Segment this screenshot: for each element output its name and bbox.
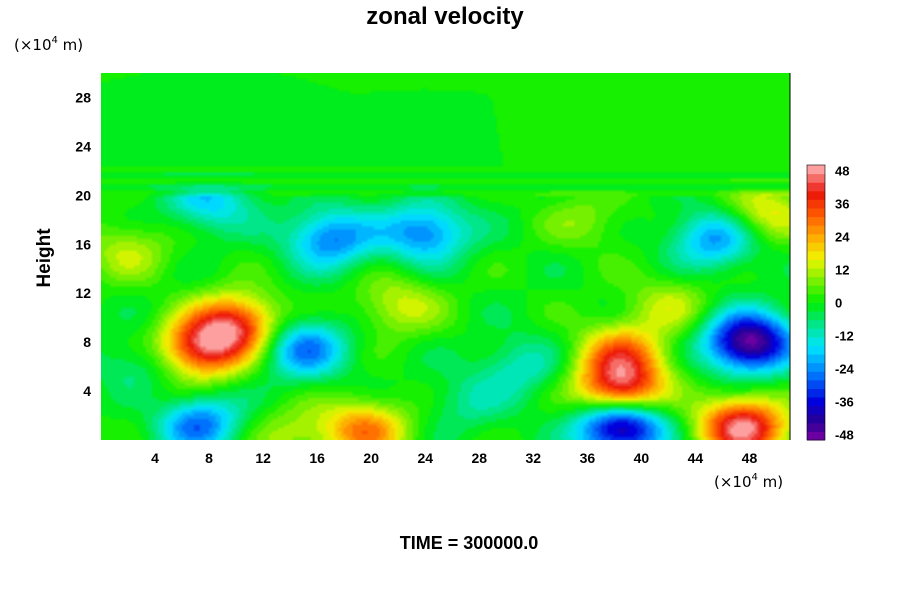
colorbar-border xyxy=(806,164,826,441)
colorbar-level xyxy=(807,328,825,338)
chart-title: zonal velocity xyxy=(366,3,524,30)
colorbar-level xyxy=(807,207,825,218)
x-axis-unit-exponent: 4 xyxy=(752,472,758,483)
y-axis-label: Height xyxy=(34,228,55,288)
x-tick-label: 36 xyxy=(580,450,596,466)
colorbar-level xyxy=(807,242,825,252)
colorbar-level xyxy=(807,379,825,389)
colorbar-level xyxy=(807,165,825,175)
colorbar-level xyxy=(807,199,825,209)
colorbar-level xyxy=(807,371,825,381)
x-axis-unit-suffix: m) xyxy=(758,473,783,491)
colorbar-level xyxy=(807,422,825,432)
x-tick-label: 28 xyxy=(471,450,487,466)
y-tick-label: 28 xyxy=(75,89,91,105)
colorbar-level xyxy=(807,250,825,261)
colorbar-tick-label: 24 xyxy=(835,230,850,245)
colorbar-level xyxy=(807,259,825,269)
colorbar-tick-label: -36 xyxy=(835,395,854,410)
colorbar-tick-label: 36 xyxy=(835,197,849,212)
colorbar-level xyxy=(807,216,825,226)
x-axis-unit: (×104 m) xyxy=(714,472,783,491)
colorbar-level xyxy=(807,431,825,441)
x-tick-label: 4 xyxy=(151,450,159,466)
x-tick-label: 40 xyxy=(634,450,650,466)
x-tick-label: 16 xyxy=(309,450,325,466)
y-tick-label: 4 xyxy=(83,383,91,399)
colorbar-level xyxy=(807,276,825,286)
colorbar-level xyxy=(807,285,825,295)
y-tick-labels: 4 8 12 16 20 24 28 xyxy=(75,89,91,399)
colorbar-level xyxy=(807,405,825,415)
colorbar-level xyxy=(807,311,825,321)
colorbar-level xyxy=(807,388,825,398)
y-axis-unit-suffix: m) xyxy=(58,36,83,54)
plot-area xyxy=(101,73,791,440)
colorbar-level xyxy=(807,302,825,312)
colorbar-level xyxy=(807,414,825,424)
x-tick-label: 20 xyxy=(363,450,379,466)
colorbar-tick-label: 12 xyxy=(835,263,849,278)
y-tick-label: 20 xyxy=(75,187,91,203)
x-tick-label: 12 xyxy=(255,450,271,466)
colorbar-tick-label: -48 xyxy=(835,428,854,443)
colorbar-level xyxy=(807,190,825,200)
colorbar-tick-labels: 48 36 24 12 0 -12 -24 -36 -48 xyxy=(835,164,855,443)
colorbar-level xyxy=(807,397,825,407)
colorbar xyxy=(806,164,826,441)
x-tick-label: 8 xyxy=(205,450,213,466)
colorbar-level xyxy=(807,362,825,372)
y-axis-unit-prefix: (×10 xyxy=(14,36,52,54)
y-tick-label: 8 xyxy=(83,334,91,350)
colorbar-tick-label: -12 xyxy=(835,329,854,344)
y-axis-unit-exponent: 4 xyxy=(52,35,58,46)
colorbar-level xyxy=(807,345,825,355)
time-label: TIME = 300000.0 xyxy=(400,533,539,553)
x-tick-labels: 4 8 12 16 20 24 28 32 36 40 44 48 xyxy=(151,450,757,466)
colorbar-level xyxy=(807,233,825,243)
colorbar-level xyxy=(807,293,825,303)
y-tick-label: 24 xyxy=(75,138,91,154)
y-tick-label: 12 xyxy=(75,285,91,301)
colorbar-level xyxy=(807,336,825,346)
x-tick-label: 44 xyxy=(688,450,704,466)
y-axis-unit: (×104 m) xyxy=(14,35,83,54)
colorbar-tick-label: 0 xyxy=(835,296,842,311)
colorbar-level xyxy=(807,268,825,278)
colorbar-level xyxy=(807,225,825,235)
colorbar-level xyxy=(807,354,825,364)
colorbar-tick-label: -24 xyxy=(835,362,855,377)
colorbar-level xyxy=(807,319,825,329)
x-tick-label: 48 xyxy=(742,450,758,466)
x-tick-label: 24 xyxy=(417,450,433,466)
x-axis-unit-prefix: (×10 xyxy=(714,473,752,491)
x-tick-label: 32 xyxy=(526,450,542,466)
y-tick-label: 16 xyxy=(75,236,91,252)
colorbar-level xyxy=(807,182,825,192)
colorbar-level xyxy=(807,173,825,183)
colorbar-tick-label: 48 xyxy=(835,164,849,179)
heatmap-field xyxy=(101,73,790,440)
